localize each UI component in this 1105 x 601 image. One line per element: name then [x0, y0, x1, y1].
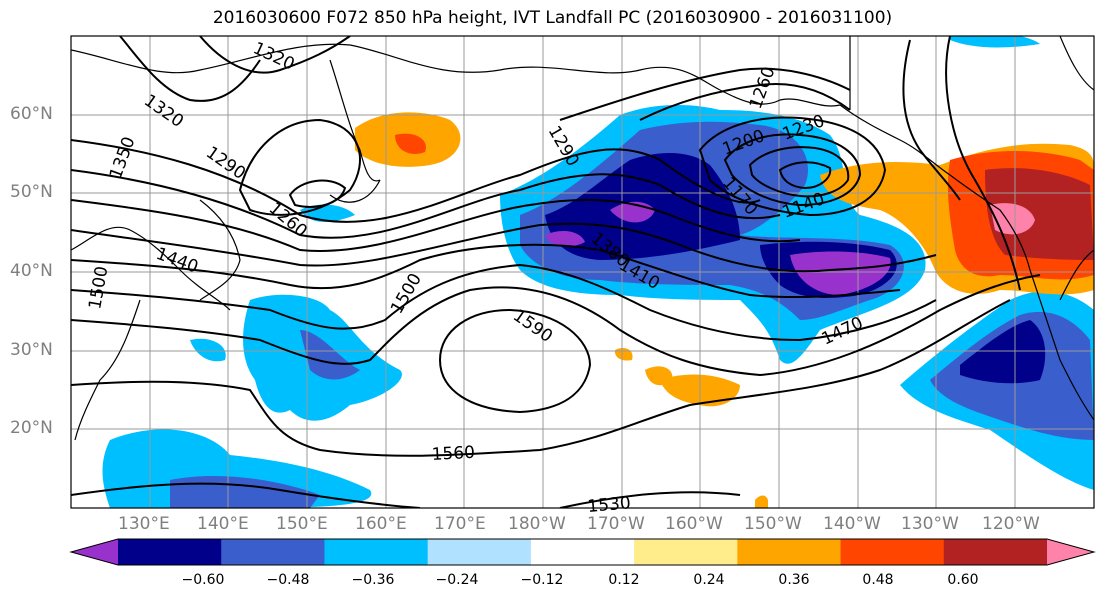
- height-contours: [71, 36, 1041, 508]
- contour-label: 1530: [587, 493, 632, 517]
- colorbar-box: [840, 539, 945, 565]
- colorbar-tick: 0.60: [947, 572, 979, 588]
- colorbar-tick: −0.36: [351, 572, 395, 588]
- lon-label: 170°W: [587, 514, 645, 534]
- lon-label: 150°E: [276, 514, 328, 534]
- contour-label: 1260: [746, 64, 780, 111]
- colorbar-arrow-low: [71, 539, 118, 565]
- lon-label: 150°W: [744, 514, 802, 534]
- colorbar-tick: −0.12: [520, 572, 564, 588]
- colorbar-tick: −0.24: [435, 572, 479, 588]
- colorbar-box: [221, 539, 325, 565]
- colorbar-tick: −0.48: [266, 572, 310, 588]
- lon-label: 160°W: [665, 514, 723, 534]
- colorbar-tick: 0.12: [608, 572, 640, 588]
- colorbar-arrow-high: [1047, 539, 1094, 565]
- colorbar: [69, 538, 1096, 566]
- ivt-shading: [102, 36, 1094, 508]
- contour-label: 1320: [250, 38, 298, 74]
- colorbar-box: [118, 539, 222, 565]
- colorbar-tick: 0.48: [862, 572, 894, 588]
- colorbar-tick: −0.60: [181, 572, 225, 588]
- colorbar-tick: 0.36: [778, 572, 810, 588]
- lon-label: 120°W: [982, 514, 1040, 534]
- lon-label: 130°E: [118, 514, 170, 534]
- lon-label: 180°W: [508, 514, 566, 534]
- colorbar-box: [634, 539, 738, 565]
- lon-label: 140°W: [823, 514, 881, 534]
- map-frame: [70, 35, 1095, 509]
- contour-label: 1350: [106, 134, 140, 181]
- graticule: [71, 36, 1094, 508]
- colorbar-box: [324, 539, 429, 565]
- lat-label: 30°N: [10, 340, 53, 360]
- colorbar-box: [943, 539, 1048, 565]
- lon-label: 130°W: [901, 514, 959, 534]
- colorbar-box: [737, 539, 842, 565]
- lat-label: 20°N: [10, 418, 53, 438]
- colorbar-box: [427, 539, 532, 565]
- colorbar-boxes: [118, 539, 1048, 565]
- contour-label: 1560: [431, 443, 475, 465]
- coastlines: [71, 36, 1094, 441]
- lat-label: 60°N: [10, 104, 53, 124]
- colorbar-outline: [69, 538, 1096, 566]
- lon-label: 170°E: [434, 514, 486, 534]
- lon-label: 160°E: [355, 514, 407, 534]
- lon-label: 140°E: [197, 514, 249, 534]
- colorbar-box: [530, 539, 635, 565]
- contour-label: 1320: [140, 91, 187, 132]
- lat-label: 40°N: [10, 261, 53, 281]
- colorbar-tick: 0.24: [693, 572, 725, 588]
- map-title: 2016030600 F072 850 hPa height, IVT Land…: [212, 8, 893, 28]
- lat-label: 50°N: [10, 182, 53, 202]
